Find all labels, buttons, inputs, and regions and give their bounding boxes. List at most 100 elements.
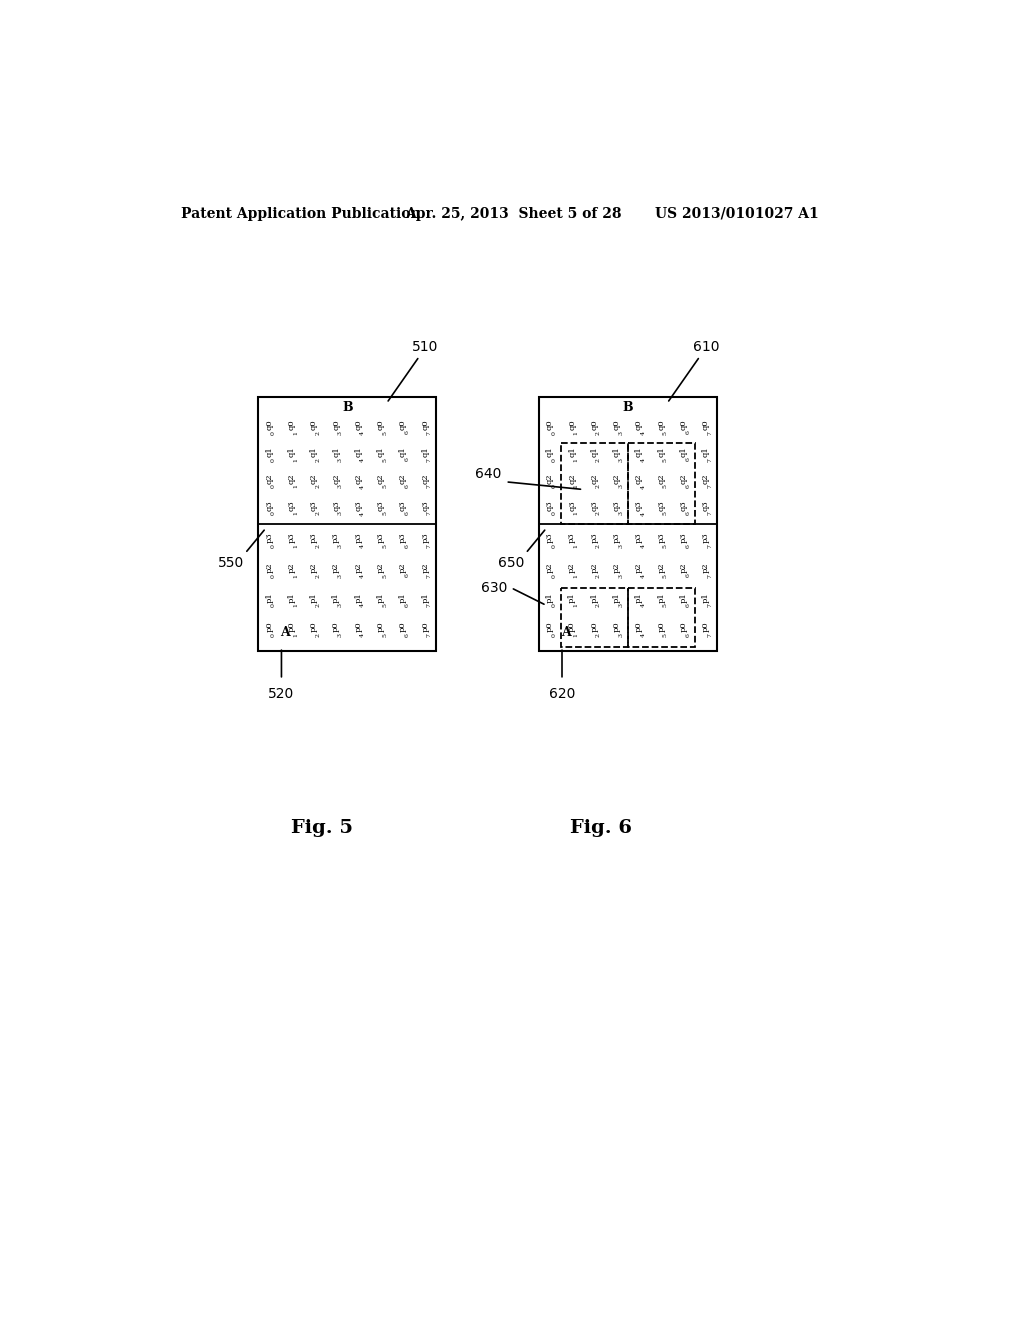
Text: p2: p2 [354,562,362,573]
Text: q0: q0 [377,420,385,430]
Text: 5: 5 [663,511,668,515]
Text: q1: q1 [421,446,429,457]
Text: p1: p1 [657,591,666,603]
Text: 7: 7 [427,603,432,607]
Text: 3: 3 [338,603,343,607]
Text: 1: 1 [573,484,579,488]
Text: 2: 2 [315,430,321,434]
Text: 1: 1 [293,634,298,638]
Text: 5: 5 [663,603,668,607]
Text: p0: p0 [546,622,554,632]
Text: p2: p2 [377,562,385,573]
Text: 0: 0 [552,484,556,488]
Text: 5: 5 [663,430,668,434]
Text: p2: p2 [421,562,429,573]
Text: p1: p1 [399,591,407,603]
Text: 0: 0 [552,573,556,578]
Text: q0: q0 [546,420,554,430]
Text: p3: p3 [399,532,407,543]
Text: 1: 1 [293,544,298,548]
Text: q1: q1 [265,446,273,457]
Text: 4: 4 [360,544,365,548]
Text: q0: q0 [657,420,666,430]
Text: q1: q1 [332,446,340,457]
Text: 3: 3 [338,458,343,462]
Text: p3: p3 [354,532,362,543]
Text: 6: 6 [685,573,690,577]
Text: 6: 6 [685,511,690,515]
Text: Fig. 6: Fig. 6 [569,820,632,837]
Text: 6: 6 [404,544,410,548]
Text: Apr. 25, 2013  Sheet 5 of 28: Apr. 25, 2013 Sheet 5 of 28 [406,207,622,220]
Text: q2: q2 [265,473,273,483]
Text: 0: 0 [271,484,275,488]
Text: 7: 7 [708,511,713,515]
Text: 0: 0 [271,603,275,607]
Text: 7: 7 [708,634,713,638]
Text: 2: 2 [315,603,321,607]
Text: 2: 2 [596,573,601,578]
Text: 4: 4 [641,430,645,434]
Text: 7: 7 [427,511,432,515]
Text: 6: 6 [404,603,410,607]
Text: 4: 4 [360,603,365,607]
Text: 3: 3 [338,484,343,488]
Text: q1: q1 [680,446,687,457]
Text: p3: p3 [568,532,577,543]
Text: p3: p3 [332,532,340,543]
Text: p0: p0 [265,622,273,632]
Text: 640: 640 [475,467,502,480]
Text: q0: q0 [568,420,577,430]
Text: 3: 3 [618,544,624,548]
Text: 4: 4 [641,634,645,638]
Text: 5: 5 [382,511,387,515]
Text: 5: 5 [382,634,387,638]
Text: p2: p2 [265,562,273,573]
Text: p2: p2 [288,562,296,573]
Text: 7: 7 [427,544,432,548]
Text: p2: p2 [657,562,666,573]
Text: p2: p2 [612,562,621,573]
Text: 1: 1 [573,573,579,578]
Text: 5: 5 [382,544,387,548]
Text: q0: q0 [354,420,362,430]
Text: 3: 3 [338,511,343,515]
Text: 3: 3 [338,544,343,548]
Text: p1: p1 [265,591,273,603]
Text: 3: 3 [618,603,624,607]
Text: 0: 0 [271,430,275,434]
Text: 6: 6 [404,484,410,488]
Text: p0: p0 [421,622,429,632]
Text: q3: q3 [310,500,317,511]
Bar [628,587,694,647]
Text: p0: p0 [288,622,296,632]
Text: q1: q1 [635,446,643,457]
Text: q2: q2 [421,473,429,483]
Text: 1: 1 [293,573,298,578]
Text: 6: 6 [685,430,690,434]
Text: p0: p0 [332,622,340,632]
Text: 4: 4 [360,634,365,638]
Text: q0: q0 [310,420,317,430]
Text: 7: 7 [427,484,432,488]
Text: p2: p2 [546,562,554,573]
Text: 2: 2 [596,544,601,548]
Text: q2: q2 [591,473,598,483]
Text: q1: q1 [399,446,407,457]
Text: 0: 0 [552,544,556,548]
Text: 5: 5 [382,603,387,607]
Text: q3: q3 [288,500,296,511]
Text: q1: q1 [612,446,621,457]
Text: q0: q0 [421,420,429,430]
Text: p3: p3 [310,532,317,543]
Text: 3: 3 [618,634,624,638]
Text: 4: 4 [360,458,365,462]
Text: 2: 2 [315,544,321,548]
Text: 1: 1 [573,511,579,515]
Text: p1: p1 [680,591,687,603]
Text: 4: 4 [360,484,365,488]
Text: q1: q1 [701,446,710,457]
Text: q2: q2 [377,473,385,483]
Text: 2: 2 [315,484,321,488]
Text: q0: q0 [612,420,621,430]
